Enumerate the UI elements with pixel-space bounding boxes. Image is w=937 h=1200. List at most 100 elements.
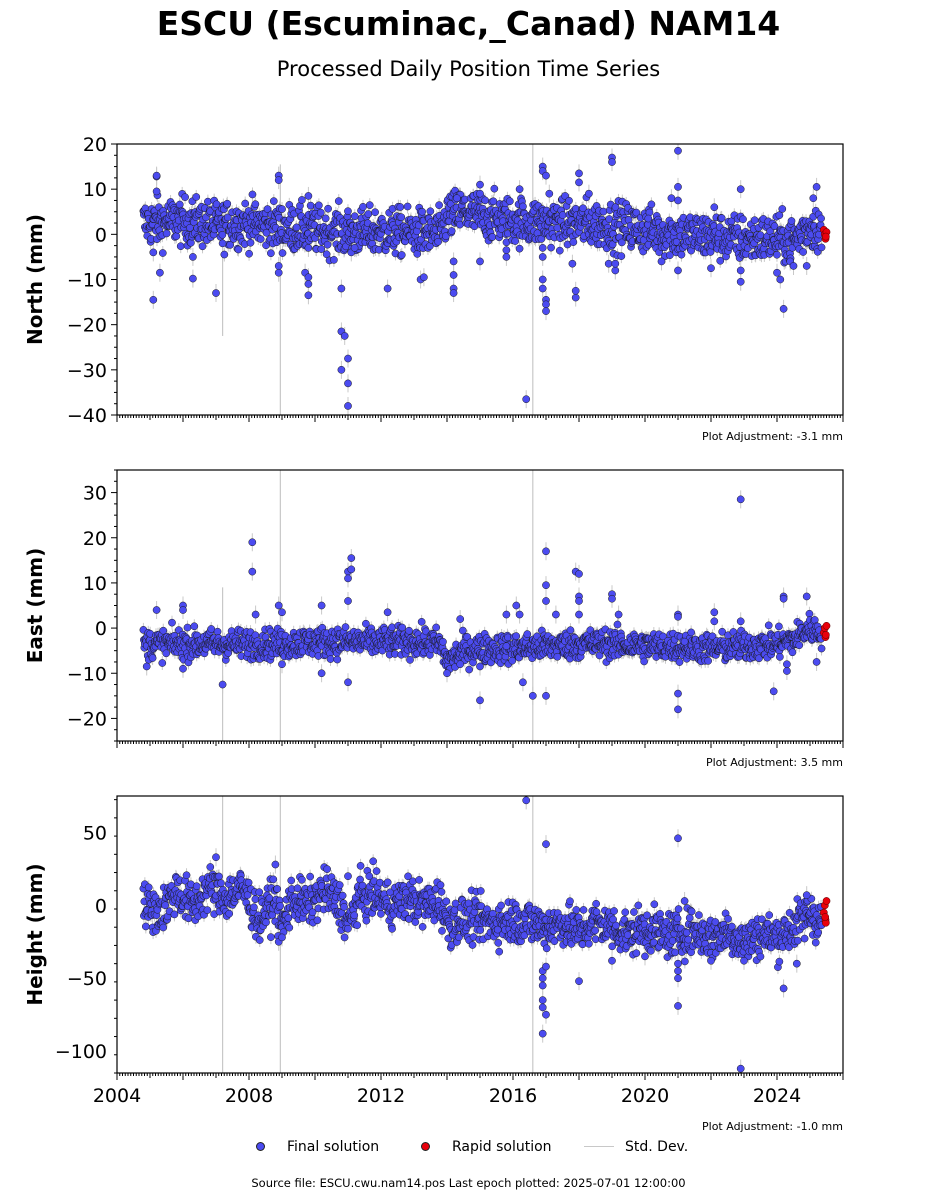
final-point	[172, 232, 181, 241]
final-point	[241, 199, 250, 208]
final-point-outlier	[476, 257, 484, 266]
final-point	[158, 659, 167, 667]
final-point-outlier	[453, 194, 461, 203]
final-point-outlier	[449, 257, 458, 266]
final-point-outlier	[809, 194, 818, 203]
final-point	[739, 215, 747, 224]
final-point-outlier	[304, 291, 313, 300]
final-point	[617, 252, 626, 260]
final-point-outlier	[344, 354, 352, 363]
final-point	[267, 249, 275, 258]
final-point-outlier	[545, 189, 554, 198]
final-point	[511, 237, 520, 245]
final-point-outlier	[344, 379, 352, 388]
final-point	[330, 256, 338, 264]
final-point	[677, 250, 686, 259]
final-point	[403, 202, 412, 211]
final-point-outlier	[674, 146, 682, 155]
final-point	[168, 618, 176, 627]
final-point-outlier	[189, 274, 197, 283]
final-point	[775, 211, 784, 220]
final-point-outlier	[337, 284, 346, 293]
final-point	[364, 210, 373, 218]
final-point	[397, 251, 406, 259]
final-point-outlier	[152, 171, 161, 180]
final-point	[617, 238, 626, 247]
final-point-outlier	[538, 284, 547, 293]
final-point-outlier	[779, 305, 788, 313]
final-point	[817, 214, 825, 223]
final-point-outlier	[538, 275, 547, 284]
final-point	[569, 238, 578, 246]
final-point	[263, 205, 272, 213]
final-point	[665, 251, 674, 260]
final-point	[706, 248, 715, 256]
final-point	[817, 243, 826, 252]
final-point-outlier	[611, 259, 620, 268]
final-point-outlier	[156, 268, 164, 277]
y-tick-label: −40	[67, 405, 107, 427]
final-point-outlier	[542, 171, 550, 180]
final-point	[321, 214, 330, 223]
final-point	[306, 201, 315, 210]
final-point	[558, 211, 567, 219]
final-point-outlier	[736, 185, 745, 194]
final-point	[218, 230, 227, 239]
final-point-outlier	[218, 239, 227, 248]
final-point-outlier	[476, 180, 484, 189]
final-point	[334, 197, 343, 205]
final-point-outlier	[274, 268, 283, 277]
final-point	[317, 245, 326, 253]
final-point	[350, 212, 359, 221]
final-point	[162, 649, 171, 658]
plot-adjustment: Plot Adjustment: -3.1 mm	[702, 430, 843, 443]
final-point	[226, 241, 235, 249]
final-point-outlier	[502, 253, 511, 261]
final-point	[442, 232, 450, 240]
final-point-outlier	[667, 194, 676, 203]
final-point	[506, 197, 514, 206]
final-point	[162, 229, 171, 238]
final-point-outlier	[571, 286, 580, 295]
final-point	[251, 200, 260, 209]
final-point	[418, 207, 426, 216]
final-point-outlier	[644, 214, 653, 223]
final-point	[647, 200, 656, 209]
final-point-outlier	[337, 365, 346, 374]
final-point-outlier	[736, 266, 745, 275]
final-point	[359, 203, 367, 211]
final-point	[324, 204, 332, 213]
final-point	[269, 197, 278, 205]
final-point-outlier	[542, 307, 550, 315]
final-point-outlier	[344, 402, 352, 410]
final-point	[456, 220, 464, 229]
final-point	[605, 215, 614, 223]
final-point-outlier	[274, 262, 283, 270]
final-point	[190, 622, 199, 631]
final-point	[148, 654, 157, 662]
final-point-outlier	[212, 289, 220, 297]
final-point-outlier	[304, 192, 313, 200]
final-point-outlier	[449, 271, 458, 279]
y-tick-label: 0	[95, 224, 107, 246]
final-point	[515, 244, 524, 253]
final-point	[256, 235, 265, 243]
final-point	[371, 208, 379, 217]
final-point-outlier	[657, 257, 666, 266]
final-point-outlier	[304, 273, 313, 282]
final-point-outlier	[149, 295, 158, 304]
y-tick-label: −10	[67, 270, 107, 292]
final-point-outlier	[575, 169, 583, 178]
final-point-outlier	[575, 178, 583, 187]
final-point	[434, 237, 442, 246]
final-point	[397, 213, 406, 222]
final-point	[198, 242, 207, 251]
final-point-outlier	[350, 244, 359, 252]
final-point-outlier	[707, 264, 715, 273]
final-point	[245, 249, 253, 258]
final-point	[248, 190, 257, 199]
final-point	[770, 222, 779, 231]
final-point	[175, 200, 184, 209]
panel-1: −40 −30 −20 −10 0 10 20 North (mm) Plot Adjustme…	[23, 134, 844, 443]
final-point-outlier	[802, 262, 811, 270]
